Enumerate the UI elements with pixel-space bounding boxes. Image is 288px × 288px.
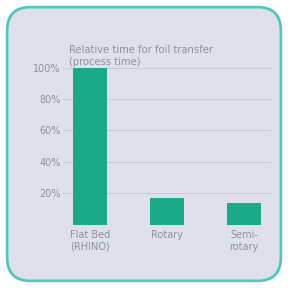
- Bar: [227, 203, 261, 225]
- Text: Relative time for foil transfer
(process time): Relative time for foil transfer (process…: [69, 45, 213, 67]
- Bar: [150, 198, 184, 225]
- Bar: [73, 68, 107, 225]
